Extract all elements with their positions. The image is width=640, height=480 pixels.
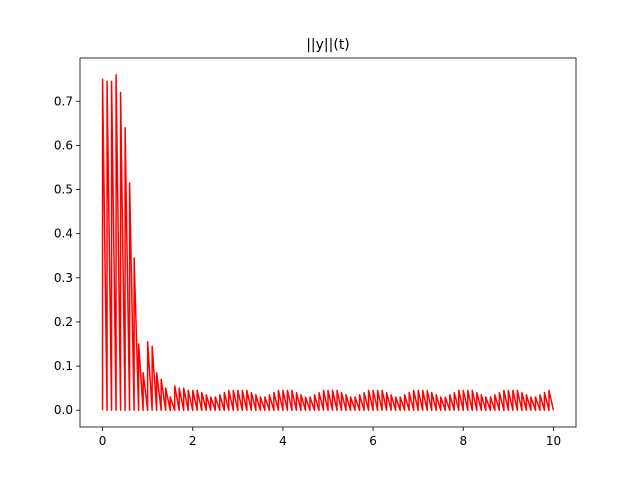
x-tick-label: 8 bbox=[459, 434, 467, 448]
chart-title: ||y||(t) bbox=[306, 37, 350, 53]
y-tick-label: 0.3 bbox=[54, 271, 73, 285]
y-tick-label: 0.2 bbox=[54, 315, 73, 329]
x-tick-label: 2 bbox=[189, 434, 197, 448]
y-tick-label: 0.7 bbox=[54, 94, 73, 108]
y-tick-label: 0.6 bbox=[54, 138, 73, 152]
x-tick-label: 4 bbox=[279, 434, 287, 448]
x-tick-label: 0 bbox=[99, 434, 107, 448]
x-tick-label: 10 bbox=[546, 434, 561, 448]
data-line bbox=[101, 74, 555, 411]
plot-frame bbox=[79, 57, 577, 428]
y-tick-label: 0.4 bbox=[54, 227, 73, 241]
y-tick-label: 0.1 bbox=[54, 359, 73, 373]
y-tick-label: 0.0 bbox=[54, 403, 73, 417]
x-tick-label: 6 bbox=[369, 434, 377, 448]
y-tick-label: 0.5 bbox=[54, 183, 73, 197]
